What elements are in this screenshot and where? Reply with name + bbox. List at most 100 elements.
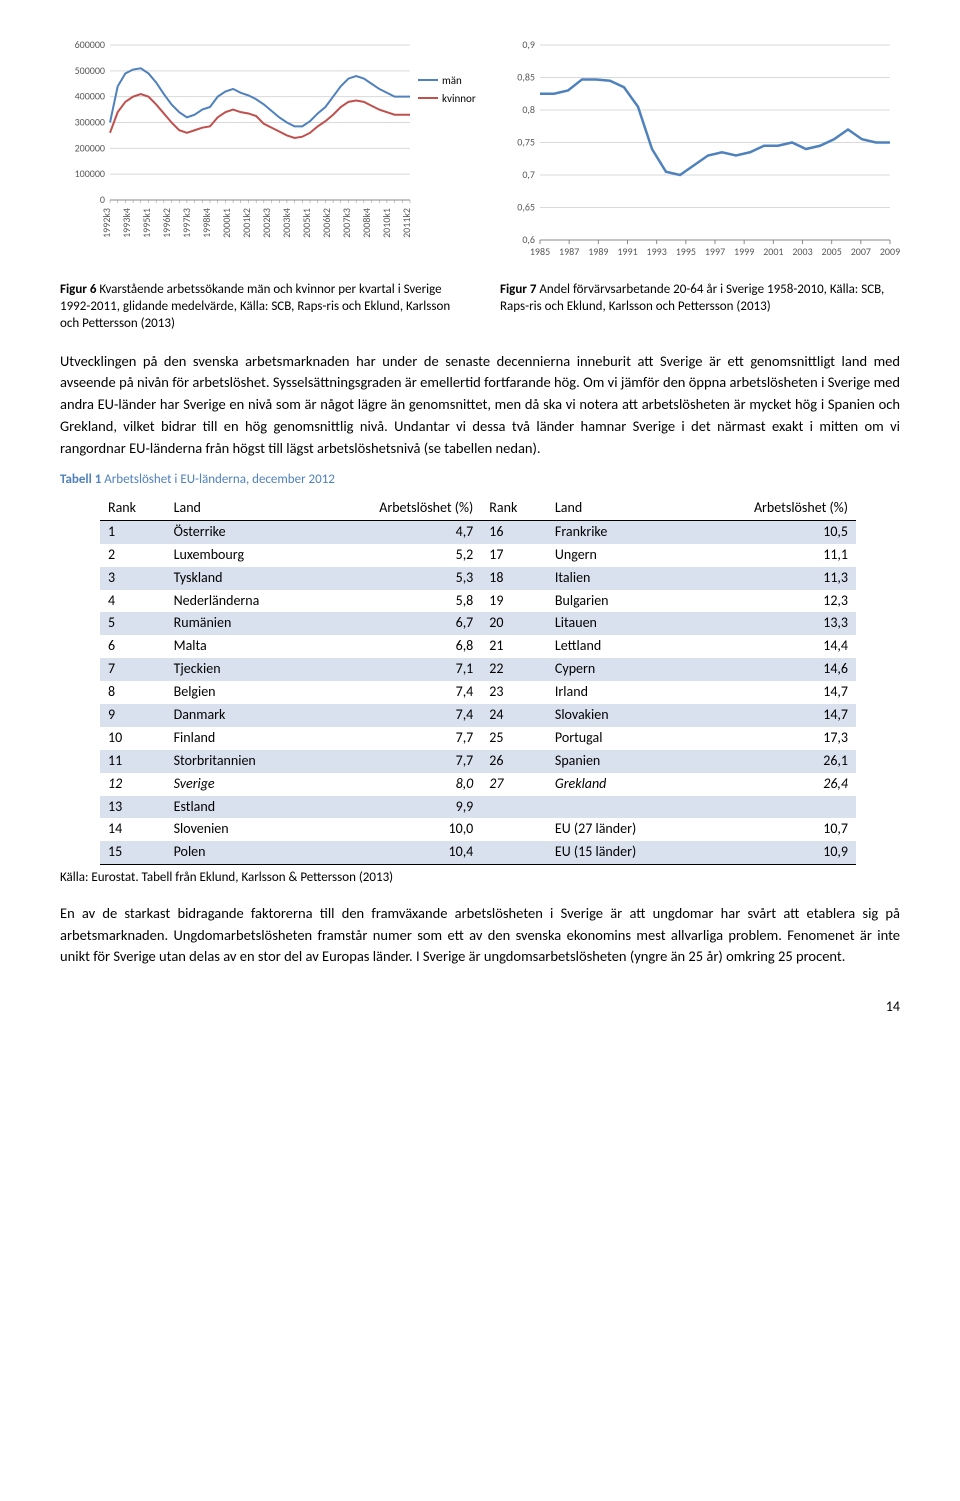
table-cell: 26,1 — [692, 750, 856, 773]
table-cell: 16 — [481, 520, 547, 543]
table-cell: Grekland — [547, 773, 692, 796]
table-row: 8Belgien7,423Irland14,7 — [100, 681, 856, 704]
svg-text:600000: 600000 — [75, 40, 105, 51]
caption-1-text: Kvarstående arbetssökande män och kvinno… — [60, 282, 450, 331]
table-cell: 8,0 — [317, 773, 481, 796]
table-cell: 9 — [100, 704, 166, 727]
svg-text:0,75: 0,75 — [517, 136, 535, 149]
table-title-rest: Arbetslöshet i EU-länderna, december 201… — [101, 472, 335, 487]
table-cell: Spanien — [547, 750, 692, 773]
table-cell — [481, 796, 547, 819]
table-cell: 6 — [100, 635, 166, 658]
table-cell: 7,7 — [317, 750, 481, 773]
svg-text:0,65: 0,65 — [517, 201, 535, 214]
chart-2-box: 0,60,650,70,750,80,850,91985198719891991… — [500, 40, 900, 270]
th-unemp-1: Arbetslöshet (%) — [317, 497, 481, 520]
table-cell: 18 — [481, 567, 547, 590]
table-cell: 25 — [481, 727, 547, 750]
table-cell: Litauen — [547, 612, 692, 635]
svg-text:2008k4: 2008k4 — [360, 208, 373, 238]
table-cell: Bulgarien — [547, 590, 692, 613]
svg-text:0,9: 0,9 — [522, 40, 535, 51]
table-cell: 24 — [481, 704, 547, 727]
table-cell: 17 — [481, 544, 547, 567]
svg-text:1995k1: 1995k1 — [140, 208, 153, 238]
table-cell: 27 — [481, 773, 547, 796]
table-cell: 26,4 — [692, 773, 856, 796]
svg-text:1995: 1995 — [676, 245, 696, 258]
svg-text:2001: 2001 — [763, 245, 783, 258]
page-number: 14 — [60, 998, 900, 1017]
chart-1-box: 0100000200000300000400000500000600000199… — [60, 40, 480, 270]
svg-text:2011k2: 2011k2 — [400, 208, 413, 238]
table-cell: Luxembourg — [166, 544, 318, 567]
svg-text:1991: 1991 — [617, 245, 637, 258]
svg-text:0: 0 — [100, 193, 105, 206]
table-row: 6Malta6,821Lettland14,4 — [100, 635, 856, 658]
table-cell: 11 — [100, 750, 166, 773]
svg-text:1993k4: 1993k4 — [120, 208, 133, 238]
svg-text:2003: 2003 — [792, 245, 812, 258]
svg-text:0,8: 0,8 — [522, 103, 535, 116]
table-cell: Österrike — [166, 520, 318, 543]
svg-text:2007k3: 2007k3 — [340, 208, 353, 238]
table-cell: Portugal — [547, 727, 692, 750]
table-cell: 7,1 — [317, 658, 481, 681]
table-cell: Finland — [166, 727, 318, 750]
charts-row: 0100000200000300000400000500000600000199… — [60, 40, 900, 270]
table-cell: 7,4 — [317, 704, 481, 727]
paragraph-2: En av de starkast bidragande faktorerna … — [60, 903, 900, 968]
table-cell: Malta — [166, 635, 318, 658]
table-cell: EU (27 länder) — [547, 818, 692, 841]
table-cell: 7 — [100, 658, 166, 681]
table-cell: 8 — [100, 681, 166, 704]
table-row: 7Tjeckien7,122Cypern14,6 — [100, 658, 856, 681]
svg-text:1992k3: 1992k3 — [100, 208, 113, 238]
table-cell: 10 — [100, 727, 166, 750]
table-cell: Sverige — [166, 773, 318, 796]
table-cell: 14,7 — [692, 681, 856, 704]
table-cell: 7,7 — [317, 727, 481, 750]
table-cell — [547, 796, 692, 819]
table-cell: 14,7 — [692, 704, 856, 727]
svg-text:2003k4: 2003k4 — [280, 208, 293, 238]
caption-2-text: Andel förvärvsarbetande 20-64 år i Sveri… — [500, 282, 884, 314]
table-row: 12Sverige8,027Grekland26,4 — [100, 773, 856, 796]
table-cell: 6,8 — [317, 635, 481, 658]
svg-text:1996k2: 1996k2 — [160, 208, 173, 238]
table-cell: Danmark — [166, 704, 318, 727]
table-cell: 26 — [481, 750, 547, 773]
th-rank-2: Rank — [481, 497, 547, 520]
th-land-2: Land — [547, 497, 692, 520]
svg-text:1998k4: 1998k4 — [200, 208, 213, 238]
table-cell: 10,5 — [692, 520, 856, 543]
chart-1-svg: 0100000200000300000400000500000600000199… — [60, 40, 480, 270]
table-cell: Storbritannien — [166, 750, 318, 773]
table-cell: 2 — [100, 544, 166, 567]
table-cell: 14 — [100, 818, 166, 841]
table-cell: 15 — [100, 841, 166, 864]
svg-text:2001k2: 2001k2 — [240, 208, 253, 238]
table-cell: 22 — [481, 658, 547, 681]
table-row: 3Tyskland5,318Italien11,3 — [100, 567, 856, 590]
table-cell: 11,3 — [692, 567, 856, 590]
table-cell: 4,7 — [317, 520, 481, 543]
table-cell: 4 — [100, 590, 166, 613]
table-cell: 12,3 — [692, 590, 856, 613]
caption-2: Figur 7 Andel förvärvsarbetande 20-64 år… — [500, 282, 900, 333]
table-cell: Lettland — [547, 635, 692, 658]
svg-text:2006k2: 2006k2 — [320, 208, 333, 238]
svg-text:1993: 1993 — [647, 245, 667, 258]
table-title: Tabell 1 Arbetslöshet i EU-länderna, dec… — [60, 471, 900, 489]
table-cell: EU (15 länder) — [547, 841, 692, 864]
svg-text:2005k1: 2005k1 — [300, 208, 313, 238]
table-cell: 9,9 — [317, 796, 481, 819]
unemployment-table: Rank Land Arbetslöshet (%) Rank Land Arb… — [100, 497, 856, 865]
table-cell: Cypern — [547, 658, 692, 681]
table-cell: Polen — [166, 841, 318, 864]
table-cell: 14,6 — [692, 658, 856, 681]
table-cell: Irland — [547, 681, 692, 704]
table-cell: 3 — [100, 567, 166, 590]
th-rank-1: Rank — [100, 497, 166, 520]
caption-1: Figur 6 Kvarstående arbetssökande män oc… — [60, 282, 460, 333]
